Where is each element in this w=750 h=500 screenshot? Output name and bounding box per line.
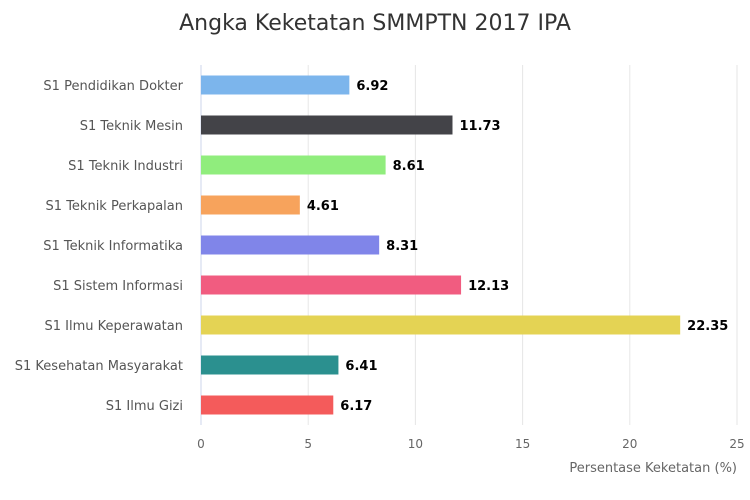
x-tick-label: 15 [515,437,530,451]
bar[interactable] [201,275,462,295]
bar[interactable] [201,315,681,335]
category-label: S1 Ilmu Gizi [106,399,183,414]
bar[interactable] [201,155,386,175]
data-label: 4.61 [307,199,339,214]
x-tick-label: 25 [729,437,744,451]
category-label: S1 Teknik Industri [68,159,183,174]
x-axis-title: Persentase Keketatan (%) [569,461,737,476]
category-label: S1 Kesehatan Masyarakat [15,359,183,374]
value-labels: 6.92 11.73 8.61 4.61 8.31 12.13 22.35 6.41 6.17 [307,79,728,414]
bar[interactable] [201,355,339,375]
data-label: 11.73 [459,119,500,134]
category-labels: S1 Pendidikan Dokter S1 Teknik Mesin S1 Te… [15,79,184,414]
bar[interactable] [201,395,334,415]
bars-layer [201,75,681,415]
data-label: 8.61 [393,159,425,174]
category-label: S1 Ilmu Keperawatan [45,319,183,334]
category-label: S1 Teknik Mesin [80,119,183,134]
bar[interactable] [201,115,453,135]
bar[interactable] [201,195,300,215]
category-label: S1 Sistem Informasi [53,279,183,294]
category-label: S1 Pendidikan Dokter [43,79,183,94]
x-tick-label: 0 [197,437,205,451]
x-tick-label: 10 [408,437,423,451]
data-label: 8.31 [386,239,418,254]
data-label: 6.92 [356,79,388,94]
data-label: 6.41 [345,359,377,374]
tick-labels: 0 5 10 15 20 25 [197,437,744,451]
x-tick-label: 20 [622,437,637,451]
category-label: S1 Teknik Perkapalan [46,199,183,214]
x-tick-label: 5 [304,437,312,451]
category-label: S1 Teknik Informatika [43,239,183,254]
data-label: 22.35 [687,319,728,334]
data-label: 6.17 [340,399,372,414]
bar[interactable] [201,75,350,95]
data-label: 12.13 [468,279,509,294]
chart-title: Angka Keketatan SMMPTN 2017 IPA [179,11,571,36]
bar[interactable] [201,235,380,255]
